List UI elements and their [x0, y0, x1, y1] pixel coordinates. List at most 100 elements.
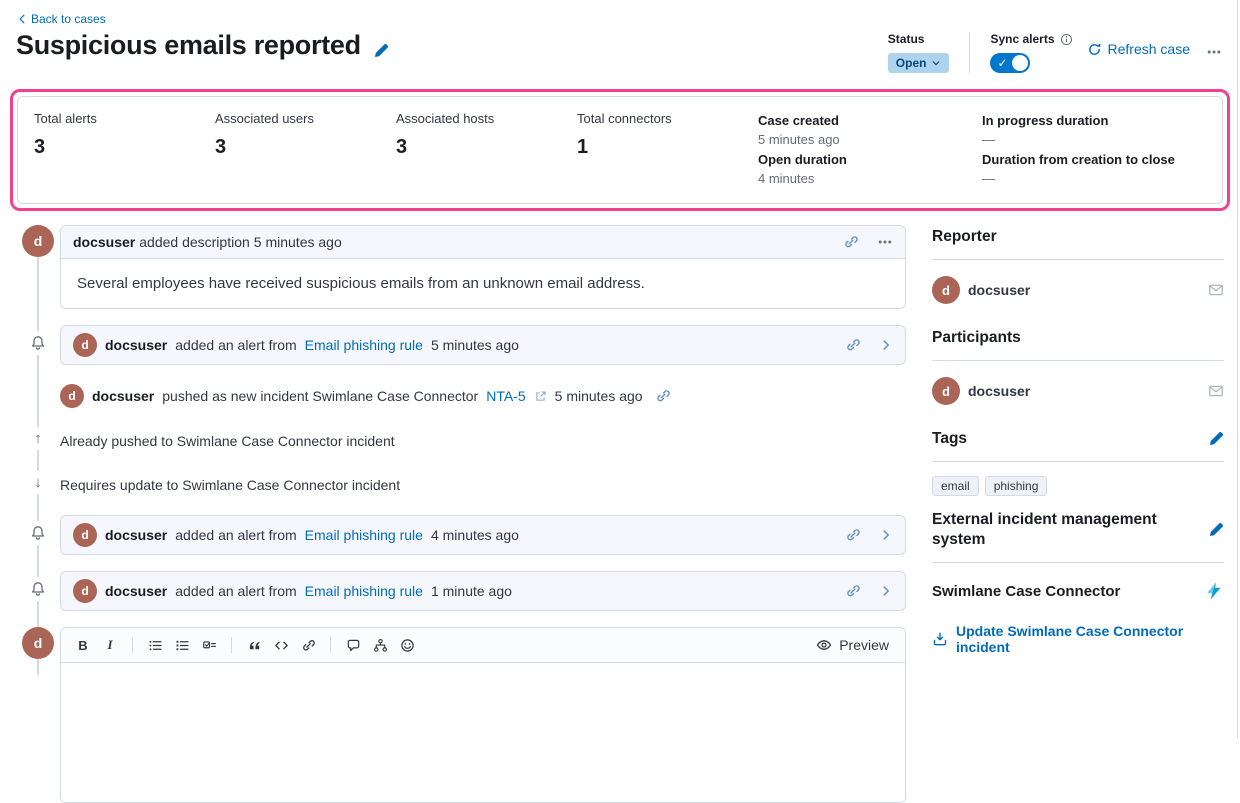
rule-link[interactable]: Email phishing rule [304, 527, 423, 543]
edit-connector-pencil-icon[interactable] [1208, 522, 1224, 538]
copy-link-icon[interactable] [845, 337, 861, 353]
metric-associated-hosts: Associated hosts 3 [396, 111, 495, 158]
comment-textarea[interactable] [61, 663, 905, 802]
update-incident-label: Update Swimlane Case Connector incident [956, 623, 1184, 655]
sync-alerts-toggle[interactable]: ✓ [990, 53, 1031, 73]
tags-section: Tags email phishing [932, 429, 1224, 496]
incident-link[interactable]: NTA-5 [486, 388, 526, 404]
page-title: Suspicious emails reported [16, 30, 361, 60]
status-group: Status Open [887, 32, 950, 73]
event-timestamp: 5 minutes ago [554, 388, 643, 404]
user-avatar: d [73, 333, 97, 357]
reporter-user-row: d docsuser [932, 276, 1224, 304]
chevron-left-icon [16, 13, 28, 25]
flowchart-button[interactable] [368, 633, 392, 657]
task-list-button[interactable] [197, 633, 221, 657]
note-text: Already pushed to Swimlane Case Connecto… [60, 433, 395, 449]
user-avatar: d [22, 627, 54, 659]
expand-alert-chevron-icon[interactable] [879, 528, 893, 542]
title-row: Suspicious emails reported Status Open S… [16, 30, 1224, 73]
case-sidebar: Reporter d docsuser Participants d [932, 225, 1224, 803]
user-avatar: d [73, 523, 97, 547]
sync-alerts-group: Sync alerts ✓ [990, 32, 1072, 73]
participants-section: Participants d docsuser [932, 328, 1224, 405]
event-username: docsuser [105, 583, 168, 599]
expand-alert-chevron-icon[interactable] [879, 338, 893, 352]
italic-button[interactable]: I [98, 633, 122, 657]
markdown-editor: B I [60, 627, 906, 803]
timeline-event-push: d docsuser pushed as new incident Swimla… [16, 381, 906, 411]
case-header-actions: Status Open Sync alerts ✓ [887, 30, 1224, 73]
comment-actions-icon[interactable] [877, 234, 893, 250]
timeline-event-alert: d docsuser added an alert from Email phi… [16, 571, 906, 611]
markdown-toolbar: B I [61, 628, 905, 663]
preview-button[interactable]: Preview [810, 636, 895, 654]
reporter-heading: Reporter [932, 228, 997, 245]
toggle-check-icon: ✓ [997, 56, 1008, 70]
swimlane-logo-icon [1204, 581, 1224, 601]
event-timestamp: 5 minutes ago [430, 337, 519, 353]
metric-progress-duration-block: In progress duration — Duration from cre… [982, 113, 1175, 186]
link-button[interactable] [296, 633, 320, 657]
metric-total-alerts: Total alerts 3 [34, 111, 97, 158]
reporter-username: docsuser [968, 282, 1031, 298]
copy-link-icon[interactable] [845, 583, 861, 599]
sync-alerts-label: Sync alerts [990, 32, 1055, 46]
bell-icon [30, 521, 46, 545]
participant-user-row: d docsuser [932, 377, 1224, 405]
email-user-button[interactable] [1208, 282, 1224, 298]
update-incident-link[interactable]: Update Swimlane Case Connector incident [932, 623, 1224, 655]
connector-row: Swimlane Case Connector [932, 581, 1224, 601]
back-to-cases-label: Back to cases [31, 12, 106, 26]
timeline-event-alert: d docsuser added an alert from Email phi… [16, 325, 906, 365]
unordered-list-button[interactable] [143, 633, 167, 657]
refresh-case-button[interactable]: Refresh case [1087, 41, 1190, 57]
note-text: Requires update to Swimlane Case Connect… [60, 477, 401, 493]
edit-tags-pencil-icon[interactable] [1208, 431, 1224, 447]
event-timestamp: 1 minute ago [430, 583, 512, 599]
connector-name: Swimlane Case Connector [932, 582, 1121, 600]
event-timestamp: 4 minutes ago [430, 527, 519, 543]
toolbar-divider [330, 637, 331, 653]
code-button[interactable] [269, 633, 293, 657]
toggle-knob [1012, 55, 1029, 71]
case-metrics-panel: Total alerts 3 Associated users 3 Associ… [17, 96, 1223, 204]
arrow-down-icon: ↓ [34, 471, 42, 494]
section-divider [932, 360, 1224, 361]
ordered-list-button[interactable] [170, 633, 194, 657]
status-badge[interactable]: Open [887, 53, 950, 73]
rule-link[interactable]: Email phishing rule [304, 583, 423, 599]
user-avatar: d [22, 225, 54, 257]
event-action: added an alert from [175, 527, 297, 543]
back-to-cases-link[interactable]: Back to cases [16, 12, 106, 26]
section-divider [932, 562, 1224, 563]
quote-button[interactable] [242, 633, 266, 657]
arrow-up-icon: ↑ [34, 427, 42, 450]
more-actions-button[interactable] [1204, 42, 1224, 62]
comment-bubble-button[interactable] [341, 633, 365, 657]
rule-link[interactable]: Email phishing rule [304, 337, 423, 353]
user-avatar: d [73, 579, 97, 603]
event-username: docsuser [105, 337, 168, 353]
event-username: docsuser [73, 234, 136, 250]
timeline-event-alert: d docsuser added an alert from Email phi… [16, 515, 906, 555]
copy-link-icon[interactable] [655, 388, 671, 404]
bold-button[interactable]: B [71, 633, 95, 657]
emoji-button[interactable] [395, 633, 419, 657]
description-text: Several employees have received suspicio… [61, 259, 905, 308]
eye-icon [816, 637, 832, 653]
metric-total-connectors: Total connectors 1 [577, 111, 672, 158]
bell-icon [30, 331, 46, 355]
user-avatar: d [60, 384, 84, 408]
section-divider [932, 461, 1224, 462]
copy-link-icon[interactable] [845, 527, 861, 543]
reporter-section: Reporter d docsuser [932, 227, 1224, 304]
copy-link-icon[interactable] [843, 234, 859, 250]
expand-alert-chevron-icon[interactable] [879, 584, 893, 598]
email-user-button[interactable] [1208, 383, 1224, 399]
status-label: Status [887, 32, 925, 46]
edit-title-pencil-icon[interactable] [373, 43, 389, 59]
tag-badge: phishing [984, 476, 1048, 496]
bell-icon [30, 577, 46, 601]
